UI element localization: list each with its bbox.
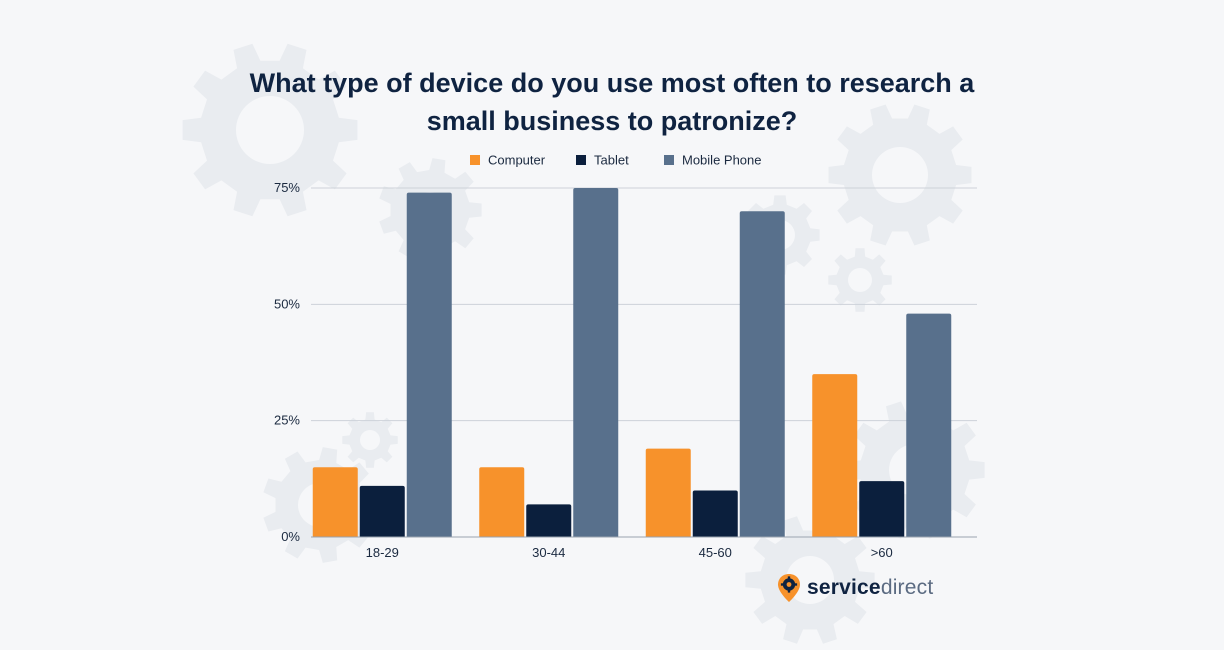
bar-tablet-45-60 xyxy=(692,490,738,537)
legend-swatch xyxy=(664,155,674,165)
y-tick-label: 0% xyxy=(281,529,300,544)
bar-computer-30-44 xyxy=(479,467,525,537)
legend-label: Computer xyxy=(488,153,546,168)
brand-logo: servicedirect xyxy=(777,571,933,605)
bar-tablet->60 xyxy=(859,481,905,537)
x-tick-label: 30-44 xyxy=(532,545,565,560)
brand-wordmark: servicedirect xyxy=(807,576,933,600)
x-tick-label: 45-60 xyxy=(699,545,732,560)
brand-name-bold: service xyxy=(807,576,881,599)
bar-computer-18-29 xyxy=(312,467,358,537)
legend-item-tablet: Tablet xyxy=(576,153,629,168)
bar-computer-45-60 xyxy=(645,448,691,537)
x-tick-label: >60 xyxy=(871,545,893,560)
y-tick-label: 25% xyxy=(274,413,300,428)
decorative-gear-icon xyxy=(828,248,892,312)
decorative-gear-icon xyxy=(745,516,875,644)
chart-title-line-2: small business to patronize? xyxy=(426,106,798,136)
y-tick-label: 75% xyxy=(274,180,300,195)
y-tick-label: 50% xyxy=(274,296,300,311)
legend-swatch xyxy=(470,155,480,165)
bar-tablet-30-44 xyxy=(526,504,572,537)
brand-name-light: direct xyxy=(880,576,934,599)
legend-item-mobile-phone: Mobile Phone xyxy=(664,153,762,168)
chart-title-line-1: What type of device do you use most ofte… xyxy=(249,68,975,98)
bar-mobile-phone-45-60 xyxy=(739,211,785,537)
gear-pin-icon xyxy=(778,574,800,602)
legend-swatch xyxy=(576,155,586,165)
bar-tablet-18-29 xyxy=(359,485,405,537)
x-tick-label: 18-29 xyxy=(366,545,399,560)
legend-label: Tablet xyxy=(594,153,629,168)
bar-mobile-phone-18-29 xyxy=(406,192,452,538)
chart-title: What type of device do you use most ofte… xyxy=(212,64,1012,140)
legend-item-computer: Computer xyxy=(470,153,546,168)
bar-mobile-phone-30-44 xyxy=(573,188,619,537)
legend-label: Mobile Phone xyxy=(682,153,762,168)
bar-mobile-phone->60 xyxy=(906,313,952,537)
decorative-gear-icon xyxy=(828,104,972,246)
decorative-gear-icon xyxy=(182,43,358,217)
bar-computer->60 xyxy=(812,374,858,537)
decorative-gear-icon xyxy=(342,412,398,468)
